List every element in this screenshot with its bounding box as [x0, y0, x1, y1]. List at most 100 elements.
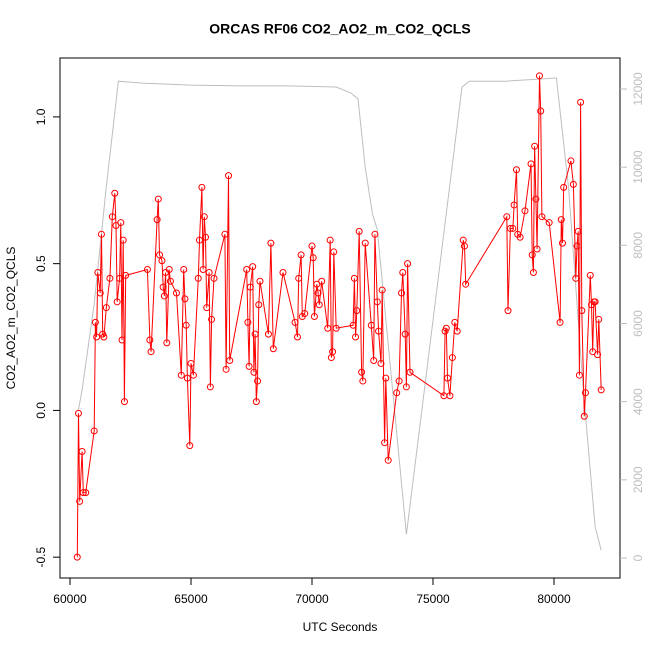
data-point	[535, 72, 543, 80]
data-point	[310, 312, 318, 320]
data-point	[122, 271, 130, 279]
data-point	[91, 318, 99, 326]
data-point	[401, 330, 409, 338]
data-point	[90, 427, 98, 435]
data-point	[503, 213, 511, 221]
data-point	[143, 266, 151, 274]
data-point	[370, 357, 378, 365]
data-point	[120, 398, 128, 406]
data-point	[153, 216, 161, 224]
data-point	[269, 345, 277, 353]
x-tick-label: 60000	[53, 592, 87, 606]
data-point	[581, 389, 589, 397]
data-point	[297, 251, 305, 259]
data-point	[532, 195, 540, 203]
data-point	[244, 318, 252, 326]
data-point	[301, 310, 309, 318]
data-point	[453, 327, 461, 335]
data-point	[93, 333, 101, 341]
data-point	[318, 277, 326, 285]
data-point	[460, 242, 468, 250]
data-point	[100, 333, 108, 341]
data-point	[254, 377, 262, 385]
data-point	[324, 324, 332, 332]
data-point	[255, 301, 263, 309]
data-point	[186, 442, 194, 450]
data-point	[74, 409, 82, 417]
data-point	[352, 333, 360, 341]
data-point	[462, 280, 470, 288]
data-point	[198, 183, 206, 191]
data-point	[398, 289, 406, 297]
data-point	[199, 266, 207, 274]
data-point	[578, 307, 586, 315]
data-point	[509, 224, 517, 232]
data-point	[256, 277, 264, 285]
x-tick-label: 70000	[295, 592, 329, 606]
data-point	[358, 368, 366, 376]
data-point	[558, 239, 566, 247]
data-point	[203, 304, 211, 312]
data-point	[159, 283, 167, 291]
data-point	[172, 289, 180, 297]
data-point	[359, 377, 367, 385]
data-point	[367, 321, 375, 329]
data-point	[527, 160, 535, 168]
y2-tick-label: 10000	[631, 150, 645, 184]
data-point	[378, 286, 386, 294]
data-point	[545, 219, 553, 227]
data-point	[97, 230, 105, 238]
data-point	[195, 236, 203, 244]
series-line	[78, 77, 602, 551]
y-tick-label: 0.0	[34, 402, 48, 419]
data-point	[332, 324, 340, 332]
data-point	[399, 268, 407, 276]
data-point	[293, 333, 301, 341]
data-point	[510, 201, 518, 209]
data-point	[529, 268, 537, 276]
data-point	[250, 368, 258, 376]
plot-frame	[59, 57, 621, 579]
data-point	[451, 318, 459, 326]
data-point	[200, 213, 208, 221]
data-point	[79, 489, 87, 497]
data-point	[395, 377, 403, 385]
data-point	[314, 289, 322, 297]
data-point	[538, 213, 546, 221]
data-point	[315, 301, 323, 309]
data-point	[183, 374, 191, 382]
data-point	[279, 268, 287, 276]
data-point	[381, 439, 389, 447]
data-point	[264, 330, 272, 338]
data-point	[82, 489, 90, 497]
data-point	[291, 318, 299, 326]
data-point	[512, 166, 520, 174]
data-point	[326, 236, 334, 244]
data-point	[446, 392, 454, 400]
data-point	[78, 448, 86, 456]
data-point	[295, 274, 303, 282]
data-point	[119, 236, 127, 244]
data-point	[189, 371, 197, 379]
data-point	[597, 386, 605, 394]
data-point	[375, 327, 383, 335]
data-point	[76, 497, 84, 505]
series-line	[76, 75, 602, 558]
data-point	[202, 233, 210, 241]
data-point	[448, 354, 456, 362]
data-point	[361, 239, 369, 247]
data-point	[180, 266, 188, 274]
data-point	[251, 330, 259, 338]
data-point	[353, 307, 361, 315]
data-point	[521, 207, 529, 215]
data-point	[355, 227, 363, 235]
x-axis-label: UTC Seconds	[303, 620, 378, 634]
data-point	[308, 242, 316, 250]
data-point	[329, 348, 337, 356]
data-point	[569, 180, 577, 188]
y-axis-label: CO2_AO2_m_CO2_QCLS	[4, 247, 18, 390]
data-point	[177, 371, 185, 379]
data-point	[221, 230, 229, 238]
data-point	[533, 245, 541, 253]
